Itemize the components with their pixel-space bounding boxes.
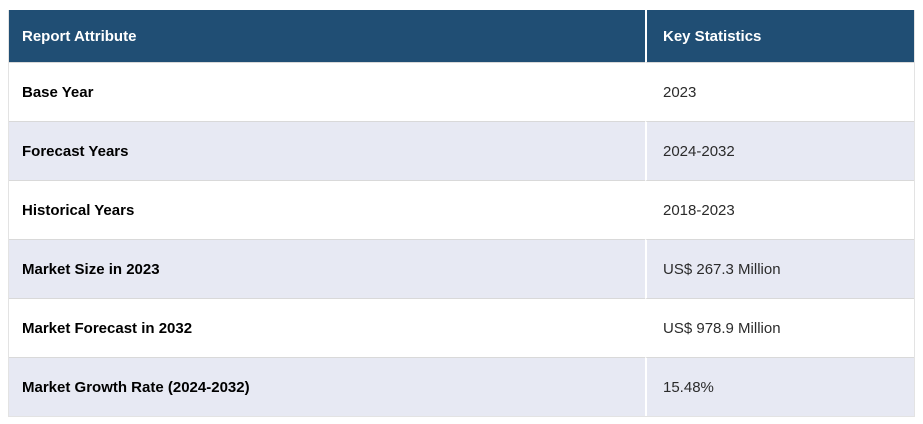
table-row: Market Growth Rate (2024-2032) 15.48% (9, 357, 914, 416)
table-row: Forecast Years 2024-2032 (9, 121, 914, 180)
report-statistics-table: Report Attribute Key Statistics Base Yea… (8, 10, 915, 417)
row-value-base-year: 2023 (645, 62, 914, 121)
row-attribute-market-growth-rate: Market Growth Rate (2024-2032) (9, 357, 645, 416)
row-attribute-market-size-2023: Market Size in 2023 (9, 239, 645, 298)
row-value-market-growth-rate: 15.48% (645, 357, 914, 416)
table-row: Base Year 2023 (9, 62, 914, 121)
row-attribute-historical-years: Historical Years (9, 180, 645, 239)
row-attribute-base-year: Base Year (9, 62, 645, 121)
row-attribute-market-forecast-2032: Market Forecast in 2032 (9, 298, 645, 357)
table-row: Market Size in 2023 US$ 267.3 Million (9, 239, 914, 298)
row-value-market-forecast-2032: US$ 978.9 Million (645, 298, 914, 357)
row-value-market-size-2023: US$ 267.3 Million (645, 239, 914, 298)
table-row: Market Forecast in 2032 US$ 978.9 Millio… (9, 298, 914, 357)
row-attribute-forecast-years: Forecast Years (9, 121, 645, 180)
table-row: Historical Years 2018-2023 (9, 180, 914, 239)
row-value-historical-years: 2018-2023 (645, 180, 914, 239)
column-header-key-statistics: Key Statistics (645, 10, 914, 62)
table-body: Base Year 2023 Forecast Years 2024-2032 … (9, 62, 914, 416)
table-header: Report Attribute Key Statistics (9, 10, 914, 62)
column-header-report-attribute: Report Attribute (9, 10, 645, 62)
row-value-forecast-years: 2024-2032 (645, 121, 914, 180)
header-row: Report Attribute Key Statistics (9, 10, 914, 62)
